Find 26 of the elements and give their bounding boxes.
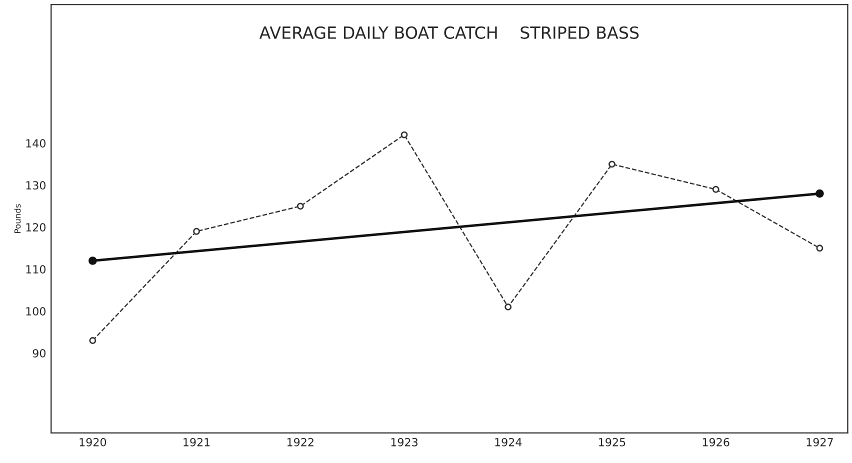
y-tick-label: 130 [26, 181, 46, 190]
point [88, 256, 97, 265]
point [816, 244, 824, 252]
point [400, 131, 408, 138]
point [504, 303, 512, 310]
x-tick-label: 1922 [287, 438, 314, 446]
x-tick-label: 1923 [391, 438, 418, 446]
point [89, 337, 96, 344]
x-tick-label: 1925 [599, 438, 626, 446]
y-axis-title: Pounds [14, 204, 21, 233]
x-tick-label: 1927 [806, 438, 833, 446]
point [608, 160, 616, 168]
point [816, 189, 824, 198]
y-tick-label: 140 [26, 139, 46, 148]
point [193, 228, 200, 235]
point [296, 202, 304, 210]
x-tick-label: 1924 [495, 438, 522, 446]
text: AVERAGE DAILY BOAT CATCH STRIPED BASS [259, 26, 639, 39]
y-tick-label: 90 [32, 349, 46, 358]
y-tick-label: 100 [26, 307, 46, 316]
y-tick-label: 120 [26, 223, 46, 232]
y-tick-label: 110 [26, 265, 46, 274]
x-tick-label: 1926 [702, 438, 730, 446]
x-tick-label: 1921 [184, 438, 210, 446]
point [712, 186, 720, 193]
x-tick-label: 1920 [80, 438, 106, 446]
